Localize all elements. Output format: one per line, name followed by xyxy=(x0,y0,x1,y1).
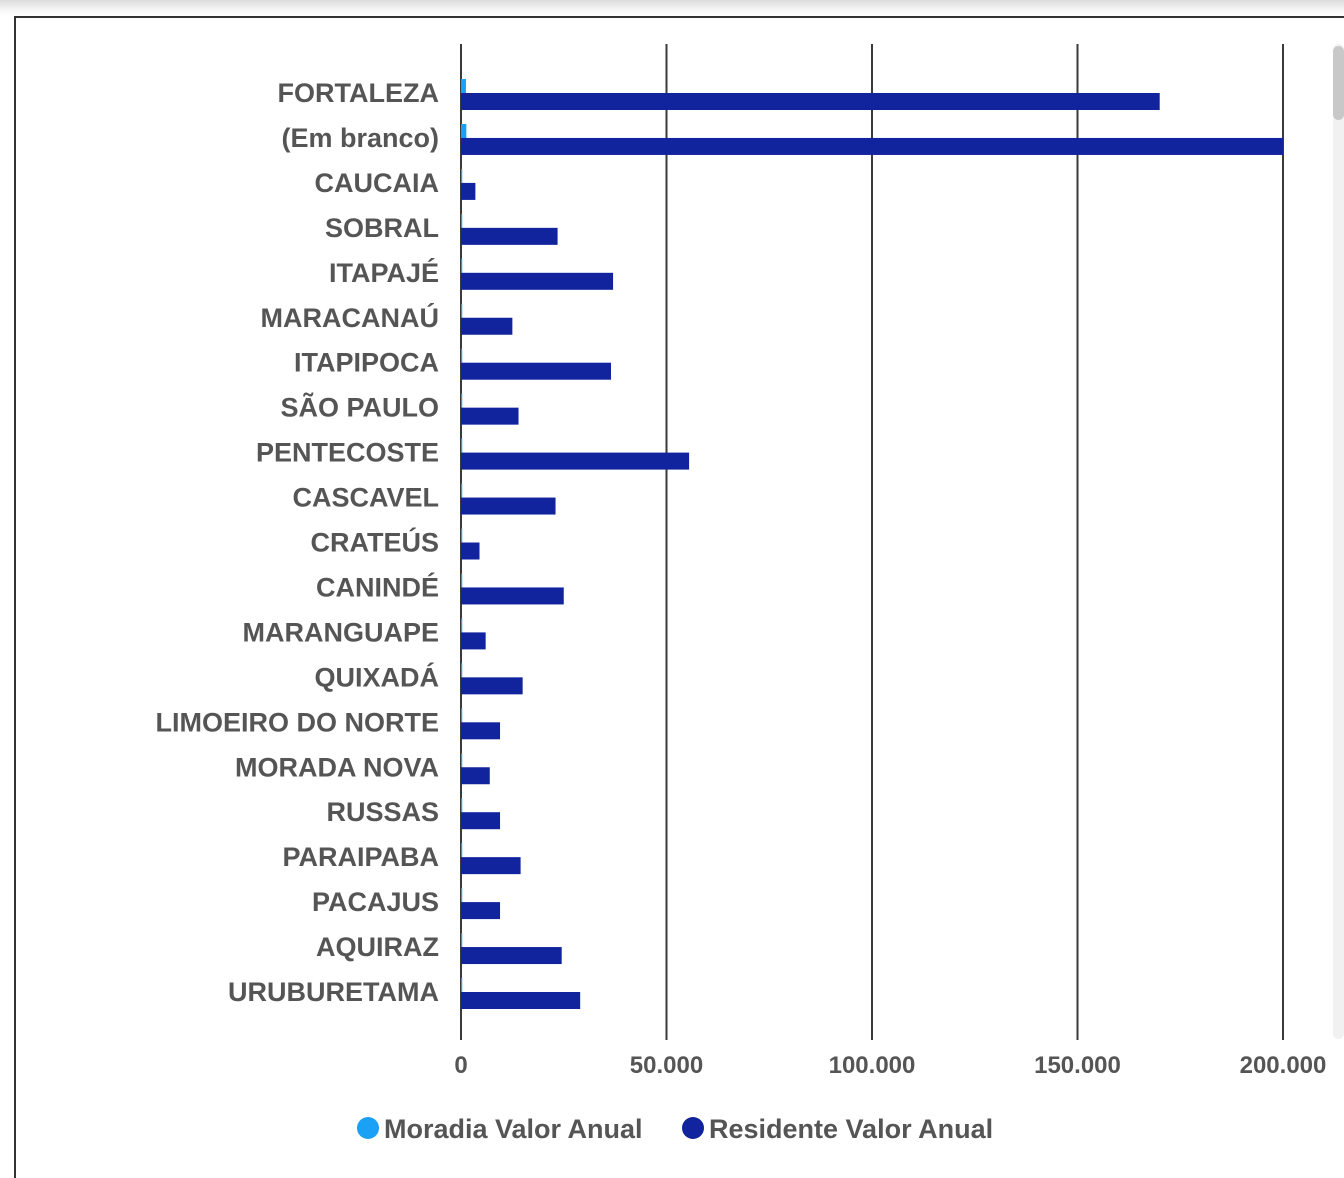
bar-moradia[interactable] xyxy=(461,708,463,726)
category-label: SOBRAL xyxy=(325,213,439,243)
category-label: PACAJUS xyxy=(312,887,439,917)
bar-moradia[interactable] xyxy=(461,663,463,681)
x-tick-label: 50.000 xyxy=(630,1052,703,1079)
bar-residente[interactable] xyxy=(461,632,486,650)
bar-residente[interactable] xyxy=(461,857,521,875)
bar-moradia[interactable] xyxy=(461,79,466,96)
bar-residente[interactable] xyxy=(461,722,501,740)
category-label: CASCAVEL xyxy=(292,483,439,513)
bar-residente[interactable] xyxy=(461,587,564,605)
category-label: URUBURETAMA xyxy=(228,977,439,1007)
category-label: MARACANAÚ xyxy=(261,302,439,333)
x-axis-ticks: 0 50.000 100.000 150.000 200.000 xyxy=(454,1052,1326,1079)
category-label: LIMOEIRO DO NORTE xyxy=(156,707,440,737)
bar-residente[interactable] xyxy=(461,93,1160,110)
category-label: ITAPIPOCA xyxy=(294,348,439,378)
bar-moradia[interactable] xyxy=(461,843,463,861)
bar-moradia[interactable] xyxy=(461,933,463,951)
category-label: FORTALEZA xyxy=(278,78,439,108)
category-label: MORADA NOVA xyxy=(235,752,439,782)
bar-residente[interactable] xyxy=(461,677,523,695)
legend-label[interactable]: Residente Valor Anual xyxy=(709,1114,993,1144)
x-tick-label: 150.000 xyxy=(1034,1052,1121,1079)
gridlines xyxy=(460,44,1284,1040)
bar-residente[interactable] xyxy=(461,182,476,200)
legend-marker xyxy=(357,1117,379,1139)
bar-moradia[interactable] xyxy=(461,798,463,816)
bar-residente[interactable] xyxy=(461,497,556,515)
x-tick-label: 200.000 xyxy=(1240,1052,1327,1079)
x-tick-label: 100.000 xyxy=(829,1052,916,1079)
scrollbar-thumb[interactable] xyxy=(1333,46,1344,120)
category-label: PENTECOSTE xyxy=(256,438,439,468)
bar-moradia[interactable] xyxy=(461,393,463,411)
x-tick-label: 0 xyxy=(454,1052,467,1079)
category-label: (Em branco) xyxy=(281,123,439,153)
legend: Moradia Valor Anual Residente Valor Anual xyxy=(357,1114,993,1144)
window-top-shadow xyxy=(0,0,1344,16)
bar-moradia[interactable] xyxy=(461,618,463,636)
bar-residente[interactable] xyxy=(461,542,480,560)
category-label: CAUCAIA xyxy=(315,168,440,198)
bar-moradia[interactable] xyxy=(461,573,463,591)
bar-moradia[interactable] xyxy=(461,168,463,186)
bar-moradia[interactable] xyxy=(461,123,467,141)
category-label: SÃO PAULO xyxy=(280,392,439,423)
bar-moradia[interactable] xyxy=(461,483,463,501)
bar-residente[interactable] xyxy=(461,902,501,920)
scrollbar-track[interactable] xyxy=(1333,44,1344,1039)
bar-residente[interactable] xyxy=(461,407,519,425)
bars xyxy=(461,79,1283,1009)
category-label: AQUIRAZ xyxy=(316,932,439,962)
bar-moradia[interactable] xyxy=(461,978,463,995)
bar-residente[interactable] xyxy=(461,452,690,470)
bar-residente[interactable] xyxy=(461,767,490,785)
legend-label[interactable]: Moradia Valor Anual xyxy=(384,1114,643,1144)
category-label: PARAIPABA xyxy=(282,842,439,872)
category-label: QUIXADÁ xyxy=(314,661,439,692)
bar-moradia[interactable] xyxy=(461,303,463,321)
category-label: RUSSAS xyxy=(326,797,439,827)
bar-moradia[interactable] xyxy=(461,888,463,906)
bar-residente[interactable] xyxy=(461,947,562,965)
bar-moradia[interactable] xyxy=(461,258,463,276)
bar-moradia[interactable] xyxy=(461,438,463,456)
bar-moradia[interactable] xyxy=(461,348,463,366)
category-label: MARANGUAPE xyxy=(242,617,439,647)
bar-residente[interactable] xyxy=(461,362,612,380)
bar-residente[interactable] xyxy=(461,992,581,1009)
bar-moradia[interactable] xyxy=(461,528,463,546)
bar-residente[interactable] xyxy=(461,812,501,830)
category-label: CANINDÉ xyxy=(316,571,439,602)
chart-panel xyxy=(14,16,1344,1178)
legend-marker xyxy=(682,1117,704,1139)
category-label: ITAPAJÉ xyxy=(329,257,439,288)
category-label: CRATEÚS xyxy=(310,527,439,558)
bar-residente[interactable] xyxy=(461,272,614,290)
category-labels: FORTALEZA (Em branco) CAUCAIA SOBRAL ITAPAJÉ… xyxy=(156,78,440,1007)
bar-residente[interactable] xyxy=(461,317,513,335)
bar-residente[interactable] xyxy=(461,137,1283,155)
bar-residente[interactable] xyxy=(461,227,558,245)
bar-moradia[interactable] xyxy=(461,753,463,771)
bar-chart: FORTALEZA (Em branco) CAUCAIA SOBRAL ITAPAJÉ… xyxy=(156,44,1326,1144)
bar-moradia[interactable] xyxy=(461,213,463,231)
